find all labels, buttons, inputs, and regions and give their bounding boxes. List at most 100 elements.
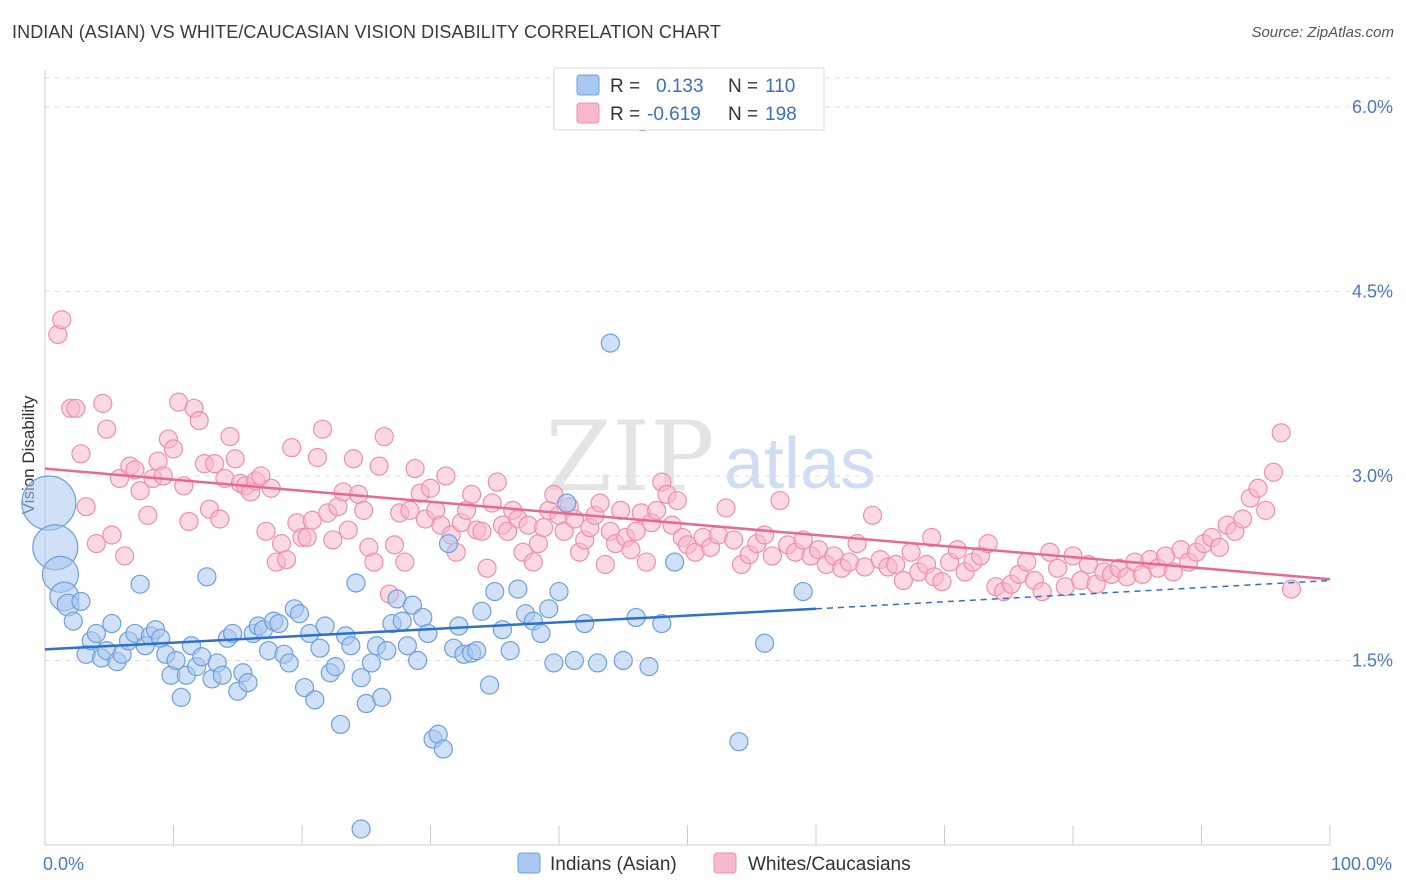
bottom-legend-label-indian: Indians (Asian) [550,854,677,875]
white-point [130,481,150,501]
white-point [978,534,998,554]
white-point [220,426,240,447]
white-point [138,505,158,525]
indian-point [21,475,77,531]
white-caucasian-points [48,310,1302,604]
white-point [93,393,113,413]
bottom-legend-label-white: Whites/Caucasians [748,854,911,875]
indian-point [472,601,492,621]
bottom-legend-swatch-white [713,852,737,874]
indian-point [294,677,315,698]
white-point [662,515,682,535]
white-point [1017,552,1037,572]
indian-point [310,638,330,658]
white-point [770,490,790,511]
white-point [636,552,656,572]
legend-r-value-indian: 0.133 [656,76,704,97]
indian-point [652,613,672,634]
indian-point [544,653,564,673]
indian-point [557,493,577,513]
legend-n-value-white: 198 [765,104,797,125]
indian-point [500,641,520,661]
white-point [179,511,199,532]
white-point [307,447,328,468]
indian-point [279,653,299,673]
white-point [528,534,549,554]
y-tick-label: 4.5% [1352,281,1393,301]
indian-point [531,623,551,644]
legend-swatch-indian [576,74,600,96]
white-point [477,558,497,578]
indian-point [480,675,500,695]
indian-point [346,573,366,593]
indian-point [508,579,528,599]
indian-point [492,620,513,640]
indian-point [63,611,83,631]
indian-point [575,613,595,634]
white-point [498,521,518,541]
indian-trend-extension [815,579,1331,610]
x-tick-label: 0.0% [43,854,84,874]
white-point [271,534,292,554]
chart-title: INDIAN (ASIAN) VS WHITE/CAUCASIAN VISION… [12,22,722,42]
grid-lines [45,77,1392,661]
white-point [256,521,276,541]
white-point [125,460,145,480]
white-point [364,552,384,572]
indian-point [166,650,186,671]
indian-point [238,673,258,693]
white-point [893,570,913,591]
white-point [901,542,921,562]
watermark: ZIP atlas [545,401,876,513]
white-point [374,426,394,447]
white-point [932,572,952,592]
bottom-legend: Indians (Asian) Whites/Caucasians [517,852,911,875]
indian-point [418,623,438,644]
white-point [647,500,667,520]
white-point [163,439,184,459]
indian-trend-line [44,607,817,651]
white-point [86,534,107,554]
indian-point [793,581,813,602]
indian-point [600,333,621,353]
legend-n-label-white: N = [728,104,758,125]
legend-r-label-indian: R = [610,76,640,97]
white-point [384,535,405,555]
trend-lines [44,467,1331,651]
x-tick-label: 100.0% [1331,854,1392,874]
white-point [754,525,775,545]
indian-point [223,623,243,644]
white-point [762,546,782,566]
white-point [1032,581,1052,602]
white-point [354,500,374,520]
white-trend-line [44,467,1331,581]
white-point [323,530,343,550]
white-point [1248,478,1268,498]
indian-point [361,653,381,673]
indian-point [315,616,335,636]
white-point [1040,542,1060,562]
white-point [400,500,420,520]
white-point [922,527,942,548]
white-point [302,510,322,530]
white-point [395,552,415,572]
white-point [97,419,117,439]
chart-source: Source: ZipAtlas.com [1251,24,1394,41]
white-point [1256,500,1276,520]
indian-point [613,650,633,671]
white-point [52,310,72,330]
indian-point [587,653,608,673]
white-point [626,521,646,541]
white-point [115,546,135,566]
legend-swatch-white [576,102,600,124]
indian-point [408,650,428,671]
legend-n-value-indian: 110 [765,76,795,97]
y-tick-label: 6.0% [1352,97,1393,117]
indian-point [433,739,453,759]
white-point [482,493,502,513]
indian-point [449,616,469,636]
y-tick-label: 1.5% [1352,650,1393,670]
white-point [312,419,333,439]
white-point [667,490,687,511]
